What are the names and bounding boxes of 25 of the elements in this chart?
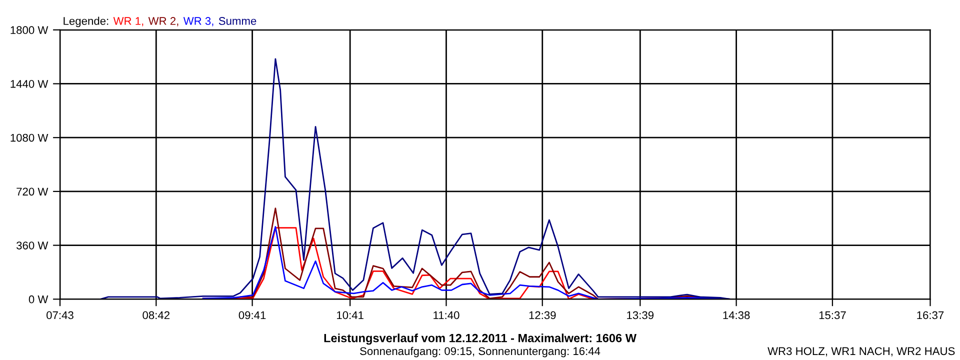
text: Sonnenaufgang: 09:15, Sonnenuntergang: 16:44 [360,346,600,358]
x-tick-label: 07:43 [46,311,74,320]
y-tick-label: 360 W [16,242,48,250]
x-tick-label: 14:38 [723,311,750,320]
text: Leistungsverlauf vom 12.12.2011 - Maximalwert: 1606 W [324,334,636,345]
x-tick-label: 11:40 [434,311,460,320]
x-tick-label: 10:41 [337,311,364,320]
text: WR3 HOLZ, WR1 NACH, WR2 HAUS [768,347,955,356]
x-tick-label: 09:41 [238,311,266,320]
y-tick-label: 1800 W [10,26,48,34]
text: WR 2, [148,17,178,26]
x-tick-label: 13:39 [627,311,654,320]
x-tick-label: 15:37 [819,311,846,320]
x-tick-label: 16:37 [917,311,944,320]
x-tick-label: 08:42 [142,311,170,320]
y-tick-label: 1440 W [10,80,48,88]
legend-title: Legende: [64,16,108,28]
x-tick-label: 12:39 [529,311,556,320]
text: WR 3, [183,17,214,26]
text: WR 1, [113,17,144,26]
line-series [100,58,731,300]
text: Summe [218,17,256,25]
y-tick-label: 1080 W [10,134,48,142]
y-tick-label: 720 W [16,188,48,196]
y-tick-label: 0 W [28,295,48,304]
